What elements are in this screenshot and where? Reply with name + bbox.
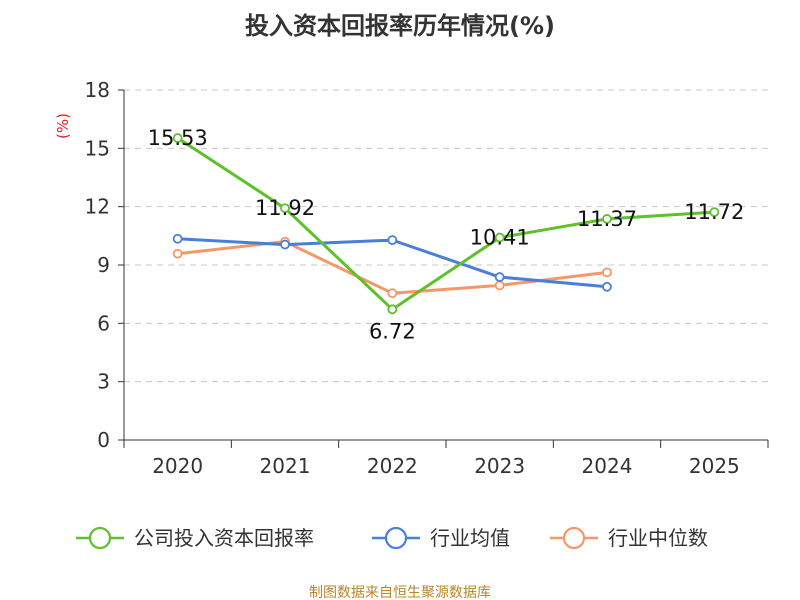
data-label-2022: 6.72: [369, 319, 416, 343]
data-label-2020: 15.53: [148, 126, 208, 150]
series-0-point-2020: [172, 133, 183, 143]
series-0-point-2023: [494, 232, 505, 243]
series-2-point-2024: [602, 267, 612, 278]
series-0-point-2022: [387, 304, 398, 315]
data-label-2025: 11.72: [684, 200, 744, 224]
y-axis-unit-label: (%): [54, 113, 72, 139]
axes: 0 3 6 9 12 15 18 2020 2021 2022 2023 2024 2025: [85, 78, 769, 478]
series-1-point-2024: [602, 281, 612, 292]
chart-title: 投入资本回报率历年情况(%): [245, 12, 555, 40]
series-1-point-2021: [280, 239, 290, 250]
series-lines: [172, 133, 720, 315]
series-0-point-2025: [709, 207, 720, 218]
legend-label-0: 公司投入资本回报率: [134, 526, 314, 550]
y-tick-label-6: 6: [97, 311, 110, 335]
x-tick-label-2023: 2023: [474, 454, 525, 478]
series-1-point-2022: [387, 235, 398, 246]
legend-label-2: 行业中位数: [608, 526, 708, 550]
grid-lines: [124, 89, 768, 383]
data-label-2023: 10.41: [470, 226, 530, 250]
y-tick-label-3: 3: [97, 370, 110, 394]
data-label-2024: 11.37: [577, 207, 637, 231]
y-tick-label-12: 12: [85, 195, 110, 219]
legend: 公司投入资本回报率 行业均值 行业中位数: [76, 526, 708, 550]
legend-label-1: 行业均值: [430, 526, 510, 550]
y-tick-label-15: 15: [85, 136, 110, 160]
x-tick-label-2024: 2024: [582, 454, 633, 478]
series-1-point-2023: [494, 272, 505, 282]
x-tick-label-2021: 2021: [260, 454, 311, 478]
series-1-point-2020: [172, 233, 183, 244]
y-tick-label-18: 18: [85, 78, 110, 102]
series-2-point-2023: [494, 280, 505, 291]
data-labels: 15.53 11.92 6.72 10.41 11.37 11.72: [148, 126, 745, 343]
series-2-point-2022: [387, 288, 398, 299]
series-line-0: [176, 136, 715, 311]
legend-marker-1: [384, 526, 408, 550]
legend-marker-2: [562, 526, 586, 550]
x-tick-label-2020: 2020: [152, 454, 203, 478]
source-note: 制图数据来自恒生聚源数据库: [309, 585, 491, 600]
series-0-point-2024: [602, 214, 612, 224]
y-tick-label-9: 9: [97, 253, 110, 277]
series-0-point-2021: [280, 203, 290, 214]
legend-marker-0: [88, 526, 112, 550]
series-line-2: [177, 240, 608, 295]
series-2-point-2020: [172, 248, 183, 259]
y-tick-label-0: 0: [97, 428, 110, 452]
x-tick-label-2025: 2025: [689, 454, 740, 478]
data-label-2021: 11.92: [255, 196, 315, 220]
x-tick-label-2022: 2022: [367, 454, 418, 478]
